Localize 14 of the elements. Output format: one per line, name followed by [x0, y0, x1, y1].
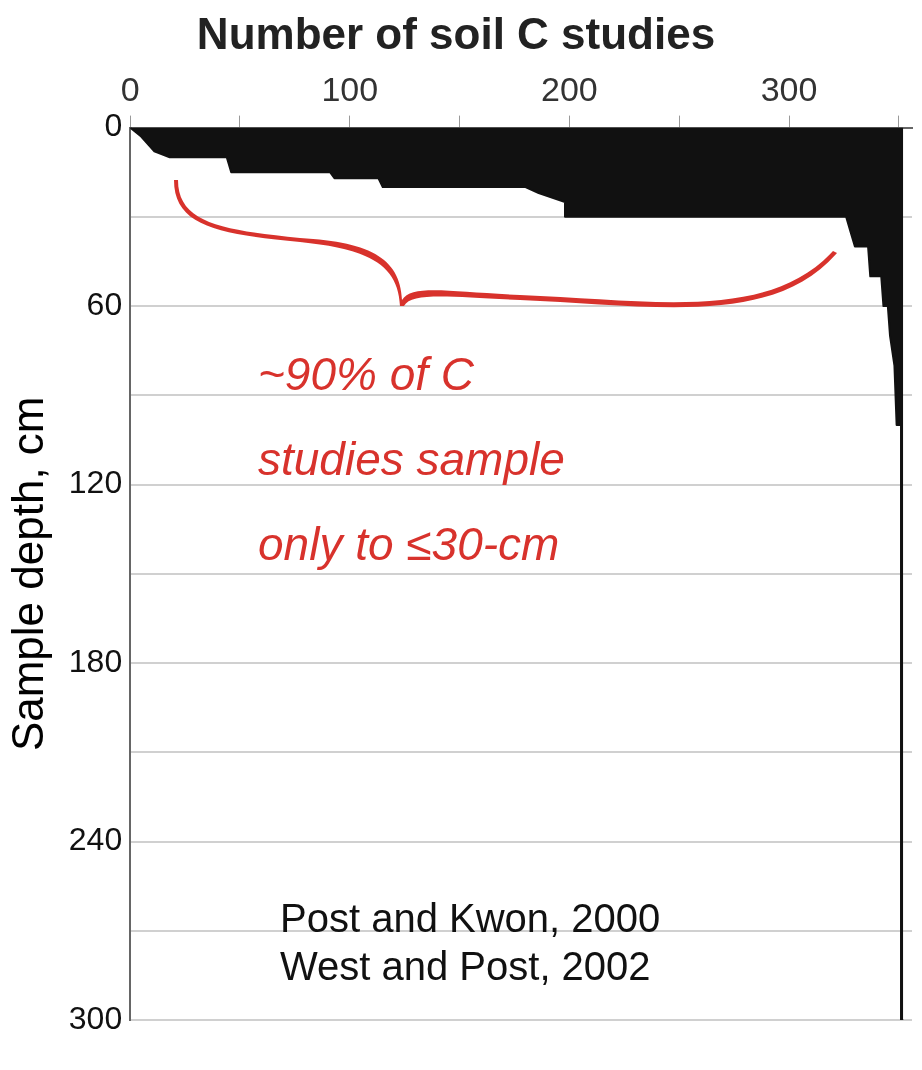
y-tick-label: 180: [68, 642, 123, 679]
y-tick-label: 0: [104, 107, 123, 144]
annotation: ~90% of C studies sample only to ≤30-cm: [258, 348, 565, 570]
x-tick-label: 300: [760, 69, 818, 108]
y-tick-label: 300: [68, 999, 123, 1036]
y-axis-title: Sample depth, cm: [2, 396, 52, 752]
y-tick-label: 60: [86, 285, 123, 322]
y-tick-label: 240: [68, 821, 123, 858]
y-tick-label: 120: [68, 464, 123, 501]
annotation: West and Post, 2002: [280, 944, 651, 988]
x-tick-label: 200: [541, 69, 598, 108]
annotation: Post and Kwon, 2000: [280, 896, 661, 940]
chart-title: Number of soil C studies: [196, 8, 716, 58]
x-tick-label: 100: [321, 69, 379, 108]
